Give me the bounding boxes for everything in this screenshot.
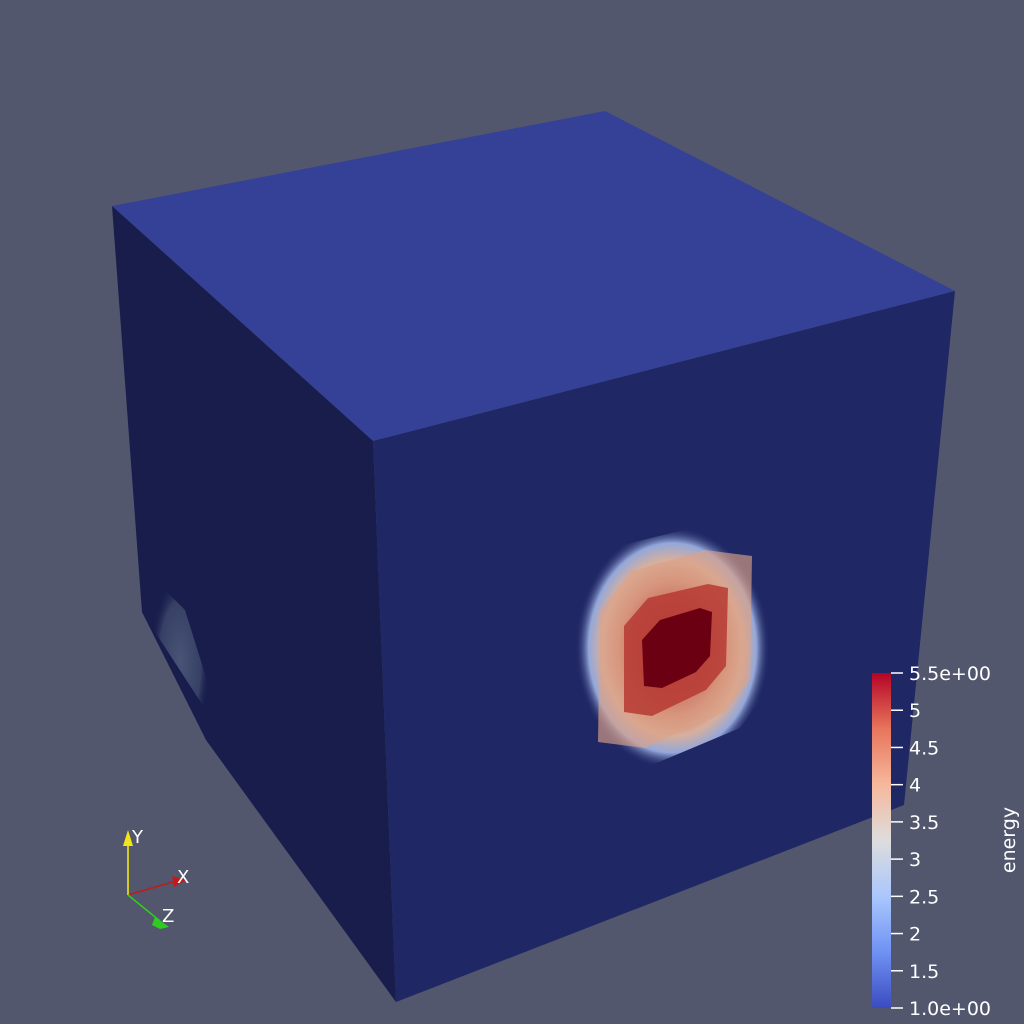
energy-hotspot — [575, 526, 770, 770]
scalar-bar-colors — [872, 673, 891, 1008]
scalar-bar-tick-label: 5.5e+00 — [909, 663, 991, 685]
scalar-bar-tick-label: 4 — [909, 775, 921, 797]
cube-left-face — [112, 206, 396, 1002]
scalar-bar-tick-label: 2 — [909, 924, 921, 946]
scalar-bar-tick-label: 1.5 — [909, 961, 939, 983]
scalar-bar-ticks: 5.5e+00 5 4.5 4 3.5 3 2.5 2 1.5 1.0e+00 — [891, 663, 991, 1020]
y-axis-arrowhead — [123, 830, 133, 846]
z-axis-label: Z — [162, 906, 174, 927]
cube-top-face — [112, 111, 955, 441]
scalar-bar-tick-label: 1.0e+00 — [909, 998, 991, 1020]
scalar-bar-title: energy — [998, 807, 1020, 873]
x-axis-label: X — [177, 867, 189, 888]
scalar-bar-tick-label: 5 — [909, 700, 921, 722]
scalar-bar-tick-label: 2.5 — [909, 886, 939, 908]
orientation-axes: Y X Z — [123, 827, 189, 929]
z-axis-arrowhead — [152, 917, 169, 929]
scalar-bar-tick-label: 3.5 — [909, 812, 939, 834]
scalar-bar[interactable]: 5.5e+00 5 4.5 4 3.5 3 2.5 2 1.5 1.0e+00 energy — [872, 663, 1020, 1020]
scalar-bar-tick-label: 4.5 — [909, 737, 939, 759]
x-axis-line — [127, 880, 177, 896]
scalar-bar-tick-label: 3 — [909, 849, 921, 871]
z-axis-line — [127, 894, 161, 922]
y-axis-label: Y — [131, 827, 144, 848]
x-axis-arrowhead — [172, 876, 186, 887]
